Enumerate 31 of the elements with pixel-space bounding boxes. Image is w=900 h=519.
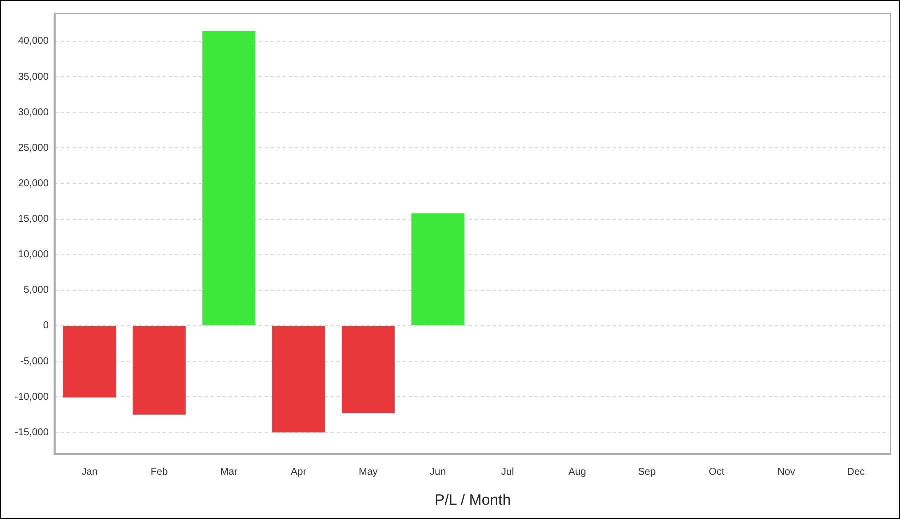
x-tick-label: Oct — [709, 466, 725, 478]
x-tick-label: Nov — [778, 466, 796, 478]
bar — [132, 326, 186, 415]
y-tick-label: 20,000 — [18, 178, 50, 190]
y-tick-label: -10,000 — [14, 392, 50, 403]
y-tick-label: 10,000 — [18, 250, 50, 261]
y-tick-label: 15,000 — [18, 214, 50, 226]
bar — [272, 326, 326, 433]
bar — [63, 326, 116, 398]
y-tick-label: 40,000 — [18, 36, 50, 48]
x-tick-label: Dec — [847, 466, 866, 478]
x-tick-label: Jan — [82, 466, 98, 478]
bar — [412, 214, 465, 326]
x-tick-label: Jun — [430, 466, 446, 478]
x-tick-label: Aug — [568, 466, 586, 478]
x-tick-label: Feb — [150, 466, 168, 478]
x-tick-label: Mar — [220, 466, 238, 478]
y-tick-label: 0 — [43, 320, 50, 332]
y-tick-label: -5,000 — [20, 356, 50, 368]
bar — [202, 31, 256, 326]
bar — [342, 326, 395, 414]
y-tick-label: -15,000 — [14, 427, 50, 438]
x-axis-title: P/L / Month — [434, 492, 512, 510]
y-tick-label: 30,000 — [18, 107, 50, 118]
x-tick-label: Jul — [501, 466, 514, 478]
y-tick-label: 5,000 — [24, 285, 50, 296]
x-tick-label: Apr — [290, 466, 308, 478]
x-tick-label: May — [358, 466, 378, 478]
y-tick-label: 35,000 — [18, 72, 50, 83]
x-tick-label: Sep — [638, 466, 656, 478]
y-tick-label: 25,000 — [18, 142, 50, 154]
